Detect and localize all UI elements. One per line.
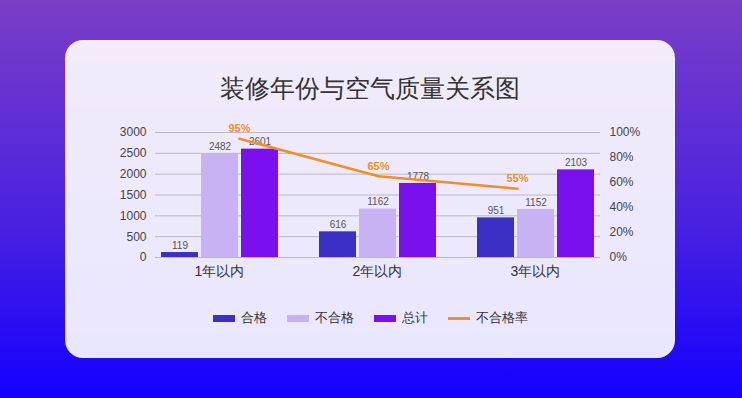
svg-text:0: 0 bbox=[140, 250, 147, 264]
html-text:不合格率: 不合格率 bbox=[475, 310, 528, 325]
svg-text:80%: 80% bbox=[610, 150, 634, 164]
svg-text:1152: 1152 bbox=[525, 197, 547, 208]
svg-text:1年以内: 1年以内 bbox=[195, 263, 245, 279]
svg-text:2482: 2482 bbox=[209, 141, 232, 152]
svg-text:2年以内: 2年以内 bbox=[353, 263, 403, 279]
svg-text:951: 951 bbox=[488, 205, 505, 216]
svg-text:119: 119 bbox=[172, 240, 188, 251]
svg-text:60%: 60% bbox=[610, 175, 634, 189]
svg-text:2601: 2601 bbox=[248, 136, 272, 148]
html-text:总计: 总计 bbox=[401, 310, 428, 325]
svg-text:3年以内: 3年以内 bbox=[511, 263, 561, 279]
html-text:不合格: 不合格 bbox=[314, 310, 354, 325]
svg-text:3000: 3000 bbox=[120, 125, 147, 139]
svg-text:1000: 1000 bbox=[120, 209, 147, 223]
svg-text:100%: 100% bbox=[610, 125, 641, 139]
svg-text:2000: 2000 bbox=[120, 167, 147, 181]
svg-text:95%: 95% bbox=[228, 122, 250, 134]
svg-text:0%: 0% bbox=[610, 250, 628, 264]
svg-text:55%: 55% bbox=[506, 172, 528, 184]
html-text:合格: 合格 bbox=[240, 310, 267, 325]
svg-text:1162: 1162 bbox=[367, 196, 389, 207]
svg-text:1500: 1500 bbox=[120, 188, 147, 202]
svg-text:65%: 65% bbox=[367, 160, 389, 172]
html-text:装修年份与空气质量关系图: 装修年份与空气质量关系图 bbox=[220, 74, 520, 102]
svg-text:40%: 40% bbox=[610, 200, 634, 214]
svg-text:616: 616 bbox=[330, 219, 347, 230]
svg-text:500: 500 bbox=[126, 230, 146, 244]
svg-text:20%: 20% bbox=[610, 225, 634, 239]
svg-text:2500: 2500 bbox=[120, 146, 147, 160]
svg-text:1778: 1778 bbox=[406, 170, 430, 182]
svg-text:2103: 2103 bbox=[565, 157, 588, 168]
